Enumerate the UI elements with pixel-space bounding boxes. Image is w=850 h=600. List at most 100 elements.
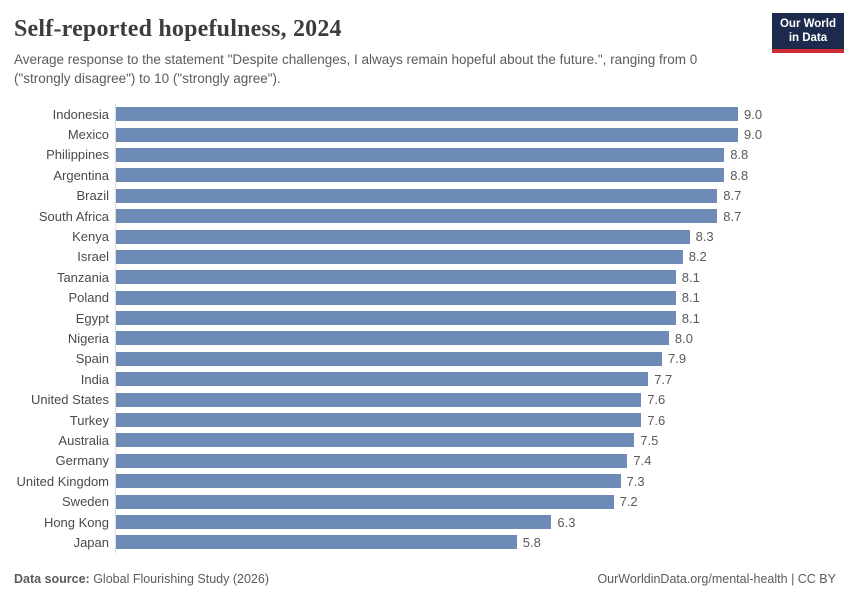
value-label: 7.4 (633, 453, 652, 469)
bar[interactable] (116, 392, 642, 407)
country-label[interactable]: Argentina (53, 167, 109, 183)
value-label: 8.3 (695, 229, 714, 245)
bar-row: Egypt 8.1 (0, 307, 850, 329)
bar-track: 7.4 (115, 450, 850, 472)
country-label[interactable]: Hong Kong (43, 514, 109, 530)
value-label: 8.0 (674, 330, 693, 346)
country-label[interactable]: Australia (58, 432, 109, 448)
bar-rows: Indonesia 9.0 Mexico 9.0 Philippines 8.8 Argen… (0, 104, 850, 553)
country-label[interactable]: India (80, 371, 109, 387)
value-label: 8.7 (723, 208, 742, 224)
bar[interactable] (116, 127, 738, 142)
bar-track: 7.5 (115, 430, 850, 451)
bar[interactable] (116, 474, 621, 489)
value-label: 5.8 (522, 534, 541, 550)
bar[interactable] (116, 290, 676, 305)
country-label[interactable]: Philippines (46, 147, 109, 163)
owid-logo-line2: in Data (788, 31, 828, 44)
bar[interactable] (116, 229, 690, 244)
country-label[interactable]: Egypt (75, 310, 109, 326)
bar[interactable] (116, 147, 725, 162)
bar-track: 8.0 (115, 328, 850, 349)
bar-track: 8.2 (115, 246, 850, 268)
bar[interactable] (116, 413, 642, 428)
bar[interactable] (116, 209, 718, 224)
country-label[interactable]: Indonesia (52, 106, 109, 122)
data-source: Data source: Global Flourishing Study (2… (14, 572, 269, 586)
bar-row: Japan 5.8 (0, 532, 850, 553)
bar-track: 7.6 (115, 409, 850, 431)
data-source-label: Data source: (14, 572, 90, 586)
bar-row: United States 7.6 (0, 389, 850, 410)
country-label[interactable]: Mexico (67, 127, 109, 143)
data-source-value: Global Flourishing Study (2026) (89, 572, 269, 586)
bar-row: Australia 7.5 (0, 430, 850, 451)
bar[interactable] (116, 494, 614, 509)
country-label[interactable]: Nigeria (67, 330, 109, 346)
country-label[interactable]: Turkey (69, 412, 109, 428)
bar[interactable] (116, 433, 635, 448)
bar-row: United Kingdom 7.3 (0, 471, 850, 492)
bar-row: Poland 8.1 (0, 287, 850, 308)
bar[interactable] (116, 453, 628, 468)
page-title: Self-reported hopefulness, 2024 (14, 16, 342, 42)
country-label[interactable]: Poland (68, 290, 109, 306)
bar[interactable] (116, 188, 718, 203)
bar[interactable] (116, 311, 676, 326)
country-label[interactable]: Japan (73, 534, 109, 550)
bar-track: 8.8 (115, 144, 850, 166)
bar-row: Brazil 8.7 (0, 185, 850, 206)
bar-track: 7.2 (115, 491, 850, 512)
country-label[interactable]: Tanzania (56, 269, 109, 285)
country-label[interactable]: South Africa (38, 208, 109, 224)
bar-track: 8.7 (115, 205, 850, 227)
chart-header: Self-reported hopefulness, 2024 Average … (0, 0, 850, 88)
value-label: 8.1 (681, 310, 700, 326)
country-label[interactable]: Spain (75, 351, 109, 367)
country-label[interactable]: Israel (77, 249, 109, 265)
country-label[interactable]: Sweden (62, 494, 109, 510)
bar-track: 8.1 (115, 307, 850, 329)
bar-track: 8.3 (115, 226, 850, 247)
bar-track: 9.0 (115, 124, 850, 145)
bar-row: Turkey 7.6 (0, 409, 850, 431)
bar-track: 7.7 (115, 369, 850, 390)
bar[interactable] (116, 270, 676, 285)
bar-track: 7.9 (115, 348, 850, 370)
bar[interactable] (116, 107, 738, 122)
value-label: 8.2 (688, 249, 707, 265)
chart-subtitle: Average response to the statement "Despi… (14, 52, 698, 86)
value-label: 8.1 (681, 269, 700, 285)
bar-track: 8.8 (115, 165, 850, 186)
value-label: 7.9 (668, 351, 687, 367)
bar-track: 8.1 (115, 287, 850, 308)
attribution-link[interactable]: OurWorldinData.org/mental-health | CC BY (597, 572, 836, 586)
bar[interactable] (116, 515, 552, 529)
value-label: 7.7 (654, 371, 673, 387)
value-label: 6.3 (557, 514, 576, 530)
bar[interactable] (116, 351, 662, 366)
bar[interactable] (116, 535, 517, 550)
country-label[interactable]: Kenya (72, 229, 109, 245)
owid-logo[interactable]: Our World in Data (771, 13, 844, 53)
value-label: 8.7 (723, 188, 742, 204)
bar-track: 5.8 (115, 532, 850, 553)
country-label[interactable]: Brazil (76, 188, 109, 204)
bar-track: 8.1 (115, 267, 850, 288)
country-label[interactable]: United Kingdom (16, 473, 110, 489)
bar-track: 7.6 (115, 389, 850, 410)
bar[interactable] (116, 372, 649, 387)
value-label: 8.8 (730, 147, 749, 163)
bar-row: Indonesia 9.0 (0, 104, 850, 125)
value-label: 8.8 (730, 167, 749, 183)
bar-row: Tanzania 8.1 (0, 267, 850, 288)
bar[interactable] (116, 168, 725, 183)
bar[interactable] (116, 331, 669, 346)
bar-row: Spain 7.9 (0, 348, 850, 370)
country-label[interactable]: United States (30, 392, 109, 408)
bar-chart: Indonesia 9.0 Mexico 9.0 Philippines 8.8 Argen… (0, 104, 850, 553)
bar[interactable] (116, 249, 683, 264)
bar-row: Mexico 9.0 (0, 124, 850, 145)
country-label[interactable]: Germany (55, 453, 109, 469)
owid-logo-line1: Our World (779, 18, 836, 30)
